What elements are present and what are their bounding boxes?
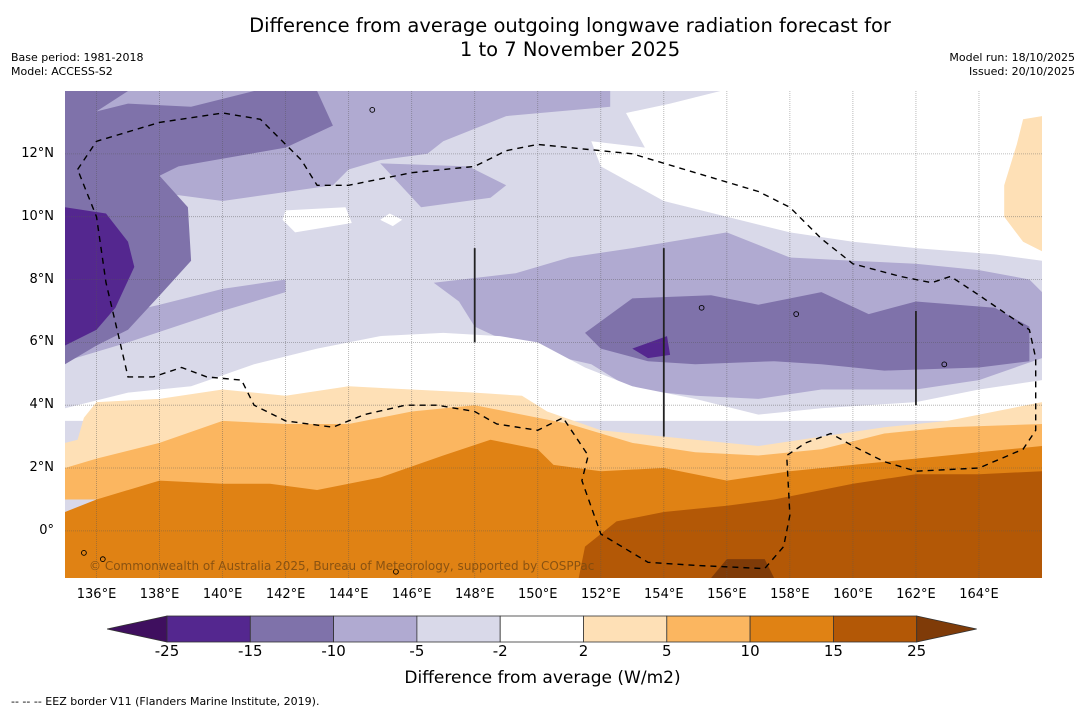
title-line-1: Difference from average outgoing longwav… [249, 14, 891, 37]
latitude-tick-label: 0° [39, 522, 54, 538]
colorbar-tick-label: 2 [578, 642, 589, 660]
longitude-tick-label: 160°E [833, 587, 873, 602]
colorbar-bin [249, 615, 335, 643]
island-outline [393, 568, 399, 575]
colorbar-tick-label: -2 [492, 642, 508, 660]
colorbar-bin [749, 615, 834, 643]
longitude-tick-label: 142°E [265, 587, 306, 602]
anomaly-region [632, 336, 671, 359]
colorbar-tick-label: 25 [907, 642, 927, 660]
island-outline [698, 304, 705, 311]
colorbar-tick-label: -15 [238, 642, 263, 660]
chart-title: Difference from average outgoing longwav… [0, 14, 1085, 62]
longitude-tick-label: 162°E [896, 587, 936, 602]
colorbar-extend-high [916, 615, 977, 643]
issued-date: Issued: 20/10/2025 [968, 65, 1075, 78]
colorbar-tick-label: 10 [740, 642, 760, 660]
longitude-tick-label: 140°E [202, 587, 243, 602]
colorbar-bin [833, 615, 918, 643]
longitude-tick-label: 152°E [581, 587, 621, 602]
model-info: Base period: 1981-2018 Model: ACCESS-S2 [11, 51, 143, 79]
colorbar-bin [416, 615, 501, 643]
island-outline [941, 361, 948, 368]
longitude-tick-label: 150°E [517, 587, 558, 602]
anomaly-region [65, 279, 286, 362]
colorbar-bin [166, 615, 251, 643]
longitude-tick-label: 144°E [328, 587, 369, 602]
anomaly-region [585, 292, 1030, 371]
copyright-text: © Commonwealth of Australia 2025, Bureau… [89, 559, 594, 573]
longitude-tick-label: 148°E [454, 587, 495, 602]
model-name: Model: ACCESS-S2 [11, 65, 113, 78]
longitude-tick-label: 146°E [391, 587, 432, 602]
colorbar-bin [333, 615, 418, 643]
longitude-tick-label: 158°E [770, 587, 810, 602]
anomaly-region [1004, 116, 1042, 252]
model-run-date: Model run: 18/10/2025 [949, 51, 1075, 64]
longitude-tick-label: 156°E [707, 587, 747, 602]
colorbar-tick-label: -25 [154, 642, 180, 660]
longitude-tick-label: 154°E [644, 587, 684, 602]
longitude-tick-label: 138°E [139, 587, 180, 602]
colorbar-label: Difference from average (W/m2) [404, 668, 681, 688]
latitude-tick-label: 12°N [21, 145, 54, 161]
island-outline [81, 550, 87, 556]
latitude-tick-label: 2°N [29, 460, 55, 476]
colorbar [107, 615, 977, 643]
anomaly-region [65, 207, 135, 346]
base-period: Base period: 1981-2018 [11, 51, 144, 64]
colorbar-bin [499, 615, 584, 643]
anomaly-region [380, 163, 507, 208]
anomaly-region [591, 91, 1042, 261]
run-info: Model run: 18/10/2025 Issued: 20/10/2025 [949, 51, 1075, 79]
longitude-tick-label: 136°E [76, 587, 117, 602]
anomaly-map: © Commonwealth of Australia 2025, Bureau… [65, 91, 1042, 578]
longitude-tick-label: 164°E [959, 587, 999, 602]
colorbar-extend-low [107, 615, 168, 643]
latitude-tick-label: 4°N [29, 397, 55, 413]
colorbar-bin [666, 615, 751, 643]
latitude-tick-label: 6°N [29, 334, 55, 350]
anomaly-region [578, 471, 1042, 578]
island-outline [369, 107, 376, 113]
island-outline [793, 311, 800, 317]
colorbar-tick-label: -5 [409, 642, 425, 660]
latitude-tick-label: 8°N [29, 271, 55, 287]
island-outline [99, 556, 106, 562]
eez-legend: -- -- -- EEZ border V11 (Flanders Marine… [11, 695, 320, 708]
anomaly-region [282, 207, 352, 233]
eez-border [76, 112, 1037, 570]
colorbar-tick-label: -10 [321, 642, 346, 660]
latitude-tick-label: 10°N [21, 208, 54, 224]
anomaly-region [65, 91, 128, 132]
colorbar-tick-label: 15 [823, 642, 843, 660]
title-line-2: 1 to 7 November 2025 [459, 38, 681, 61]
colorbar-tick-label: 5 [662, 642, 672, 660]
anomaly-region [695, 97, 734, 117]
colorbar-bin [583, 615, 668, 643]
anomaly-region [65, 91, 333, 365]
